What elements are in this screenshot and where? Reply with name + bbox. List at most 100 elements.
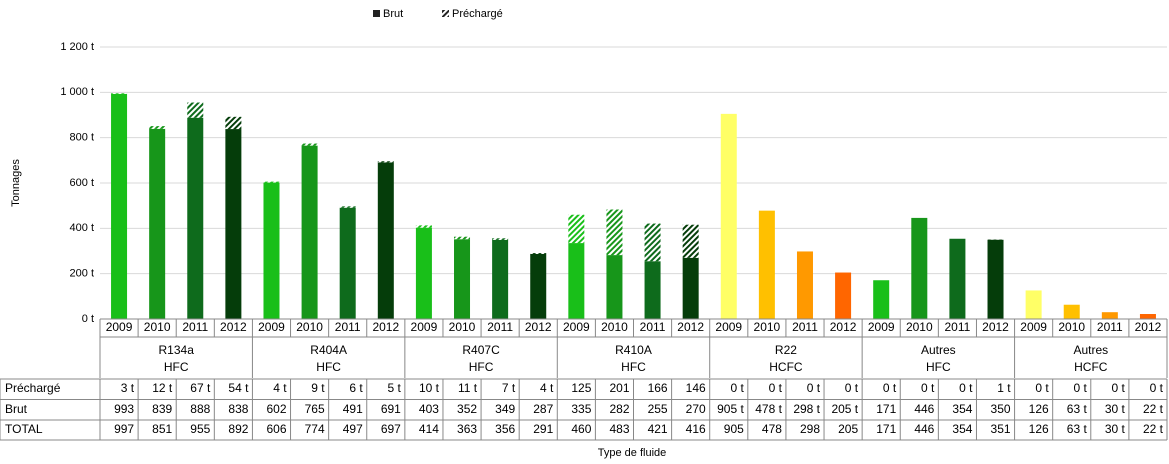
group-label: R22 xyxy=(775,343,797,357)
bar-brut xyxy=(187,117,204,319)
x-tick-label: 2010 xyxy=(601,320,628,334)
table-cell: 416 xyxy=(686,422,706,436)
table-cell: 349 xyxy=(495,402,515,416)
table-cell: 0 t xyxy=(807,381,821,395)
bar-precharge xyxy=(454,236,471,240)
x-tick-label: 2011 xyxy=(182,320,208,334)
table-cell: 63 t xyxy=(1067,422,1088,436)
bar-brut xyxy=(796,251,813,319)
bar-brut xyxy=(301,145,318,319)
x-tick-label: 2009 xyxy=(106,320,133,334)
family-label: HFC xyxy=(469,360,494,374)
legend-swatch xyxy=(442,10,449,17)
table-cell: 335 xyxy=(571,402,591,416)
x-tick-label: 2011 xyxy=(945,320,971,334)
group-label: R410A xyxy=(615,343,652,357)
table-cell: 363 xyxy=(457,422,477,436)
table-cell: 291 xyxy=(533,422,553,436)
x-tick-label: 2011 xyxy=(335,320,361,334)
bar-brut xyxy=(454,239,471,319)
x-tick-label: 2010 xyxy=(754,320,781,334)
bar-brut xyxy=(682,257,699,319)
x-tick-label: 2009 xyxy=(258,320,285,334)
table-cell: 126 xyxy=(1029,402,1049,416)
bar-brut xyxy=(1139,314,1156,319)
y-tick-label: 800 t xyxy=(70,132,94,144)
bar-brut xyxy=(415,227,432,319)
x-tick-label: 2009 xyxy=(1020,320,1047,334)
table-cell: 1 t xyxy=(997,381,1011,395)
table-cell: 171 xyxy=(876,402,896,416)
bar-brut xyxy=(492,239,509,319)
y-tick-label: 1 200 t xyxy=(60,41,94,53)
family-label: HFC xyxy=(164,360,189,374)
table-cell: 166 xyxy=(648,381,668,395)
table-cell: 171 xyxy=(876,422,896,436)
table-cell: 0 t xyxy=(1112,381,1126,395)
bar-precharge xyxy=(606,209,623,256)
table-cell: 201 xyxy=(609,381,629,395)
x-tick-label: 2012 xyxy=(830,320,857,334)
table-cell: 774 xyxy=(305,422,325,436)
row-label: TOTAL xyxy=(5,422,43,436)
bar-precharge xyxy=(339,206,356,208)
table-cell: 691 xyxy=(381,402,401,416)
bar-brut xyxy=(263,182,280,319)
bar-brut xyxy=(225,129,242,319)
family-label: HFC xyxy=(621,360,646,374)
bar-brut xyxy=(377,162,394,319)
y-axis-label: Tonnages xyxy=(10,159,22,207)
table-cell: 888 xyxy=(190,402,210,416)
x-tick-label: 2012 xyxy=(1135,320,1162,334)
bar-precharge xyxy=(682,224,699,258)
table-cell: 63 t xyxy=(1067,402,1088,416)
legend-label: Brut xyxy=(383,8,403,20)
table-cell: 7 t xyxy=(502,381,516,395)
table-cell: 298 xyxy=(800,422,820,436)
bar-brut xyxy=(1101,312,1118,319)
bar-precharge xyxy=(568,214,585,244)
table-cell: 287 xyxy=(533,402,553,416)
x-tick-label: 2012 xyxy=(677,320,704,334)
bar-brut xyxy=(530,253,547,319)
table-cell: 11 t xyxy=(458,381,478,395)
table-cell: 839 xyxy=(152,402,172,416)
row-label: Préchargé xyxy=(5,381,61,395)
x-tick-label: 2010 xyxy=(144,320,171,334)
family-label: HFC xyxy=(926,360,951,374)
group-label: R134a xyxy=(159,343,195,357)
bar-precharge xyxy=(225,116,242,130)
x-tick-label: 2011 xyxy=(792,320,818,334)
bar-brut xyxy=(339,207,356,319)
group-label: Autres xyxy=(1073,343,1108,357)
table-cell: 350 xyxy=(991,402,1011,416)
bar-brut xyxy=(644,261,661,319)
table-cell: 352 xyxy=(457,402,477,416)
table-cell: 22 t xyxy=(1143,422,1164,436)
table-cell: 10 t xyxy=(419,381,440,395)
table-cell: 12 t xyxy=(152,381,173,395)
table-cell: 697 xyxy=(381,422,401,436)
x-tick-label: 2009 xyxy=(411,320,438,334)
table-cell: 22 t xyxy=(1143,402,1164,416)
table-cell: 905 t xyxy=(717,402,744,416)
bar-brut xyxy=(911,217,928,319)
table-cell: 0 t xyxy=(1035,381,1049,395)
x-tick-label: 2009 xyxy=(563,320,590,334)
table-cell: 892 xyxy=(228,422,248,436)
bar-brut xyxy=(149,128,166,319)
bar-brut xyxy=(987,239,1004,319)
x-tick-label: 2011 xyxy=(1097,320,1123,334)
table-cell: 606 xyxy=(267,422,287,436)
table-cell: 4 t xyxy=(273,381,287,395)
table-cell: 765 xyxy=(305,402,325,416)
table-cell: 905 xyxy=(724,422,744,436)
table-cell: 491 xyxy=(343,402,363,416)
bar-brut xyxy=(1025,290,1042,319)
bar-brut xyxy=(111,93,128,319)
table-cell: 270 xyxy=(686,402,706,416)
table-cell: 3 t xyxy=(121,381,135,395)
x-tick-label: 2012 xyxy=(372,320,399,334)
x-tick-label: 2009 xyxy=(868,320,895,334)
